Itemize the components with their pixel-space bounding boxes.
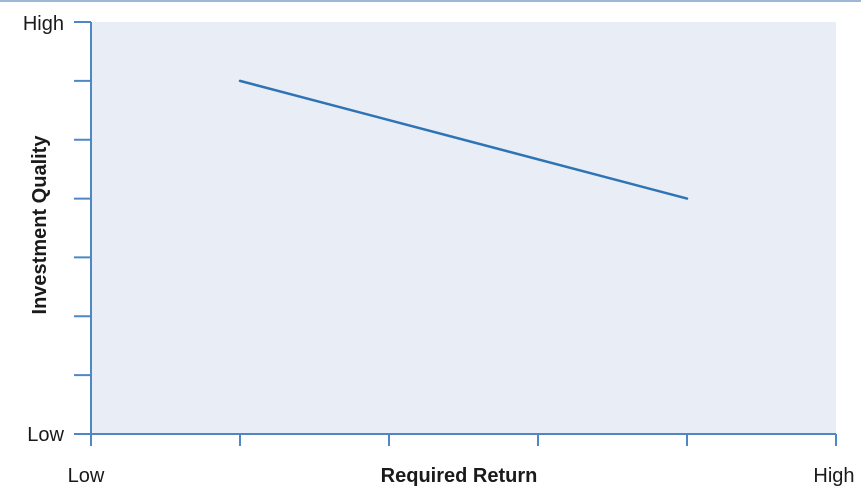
x-axis-title: Required Return <box>381 465 538 487</box>
series <box>238 79 689 200</box>
plot-area <box>91 22 836 434</box>
x-tick-label-high: High <box>813 465 854 487</box>
y-tick-label-low: Low <box>27 424 64 446</box>
top-divider <box>0 0 861 2</box>
y-tick-label-high: High <box>23 13 64 35</box>
axes <box>90 22 836 435</box>
x-tick-label-low: Low <box>68 465 105 487</box>
y-axis-title: Investment Quality <box>29 135 51 315</box>
series-line-0 <box>238 79 689 200</box>
ticks <box>74 21 837 446</box>
